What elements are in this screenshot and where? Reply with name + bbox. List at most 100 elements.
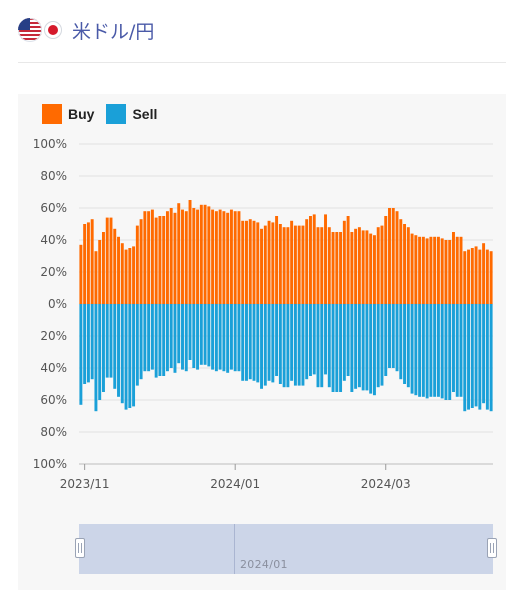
sell-bar xyxy=(463,304,467,412)
sell-bar xyxy=(86,304,90,383)
buy-bar xyxy=(237,211,241,304)
sell-bar xyxy=(192,304,196,368)
buy-bar xyxy=(342,220,346,304)
zoom-range-label: 2024/01 xyxy=(240,558,288,571)
chart-legend: Buy Sell xyxy=(42,104,169,124)
buy-bar xyxy=(271,222,275,304)
buy-bar xyxy=(192,208,196,304)
buy-bar xyxy=(267,220,271,304)
buy-bar xyxy=(173,212,177,304)
sell-bar xyxy=(94,304,98,412)
buy-bar xyxy=(395,211,399,304)
sell-bar xyxy=(218,304,222,370)
y-tick-label: 80% xyxy=(40,169,67,183)
sell-bar xyxy=(98,304,102,400)
y-tick-label: 100% xyxy=(33,137,67,151)
buy-bar xyxy=(478,249,482,304)
buy-bar xyxy=(376,227,380,304)
pair-header: 米ドル/円 xyxy=(18,14,154,46)
sell-bar xyxy=(132,304,136,407)
buy-bar xyxy=(418,236,422,304)
sell-bar xyxy=(83,304,87,384)
buy-bar xyxy=(165,211,169,304)
sell-bar xyxy=(181,304,184,370)
buy-bar xyxy=(365,230,369,304)
sell-bar xyxy=(380,304,384,386)
sell-bar xyxy=(297,304,301,386)
sell-bar xyxy=(154,304,158,378)
sell-bar xyxy=(135,304,139,386)
buy-bar xyxy=(245,220,248,304)
legend-swatch-buy xyxy=(42,104,62,124)
buy-bar xyxy=(293,225,297,304)
sell-bar xyxy=(361,304,365,391)
buy-bar xyxy=(214,211,218,304)
buy-bar xyxy=(384,216,388,304)
buy-bar xyxy=(463,251,467,304)
buy-bar xyxy=(94,251,98,304)
buy-bar xyxy=(222,211,226,304)
y-tick-label: 100% xyxy=(33,457,67,471)
sell-bar xyxy=(327,304,331,388)
sell-bar xyxy=(293,304,297,386)
sell-bar xyxy=(222,304,226,372)
sell-bar xyxy=(316,304,320,388)
sell-bar xyxy=(421,304,425,397)
buy-bar xyxy=(109,217,113,304)
legend-item-buy[interactable]: Buy xyxy=(42,104,94,124)
legend-swatch-sell xyxy=(106,104,127,124)
buy-bar xyxy=(105,217,109,304)
buy-bar xyxy=(286,227,290,304)
sell-bar xyxy=(211,304,215,370)
buy-bar xyxy=(177,203,181,304)
y-tick-label: 20% xyxy=(40,265,67,279)
buy-bar xyxy=(320,227,324,304)
buy-bar xyxy=(350,232,354,304)
sell-bar xyxy=(203,304,207,365)
zoom-range-slider[interactable]: 2024/01 xyxy=(75,524,497,574)
sell-bar xyxy=(226,304,230,373)
buy-bar xyxy=(467,249,471,304)
buy-bar xyxy=(316,227,320,304)
sell-bar xyxy=(308,304,312,376)
buy-bar xyxy=(282,227,286,304)
sell-bar xyxy=(101,304,105,392)
buy-bar xyxy=(233,211,237,304)
buy-bar xyxy=(86,222,90,304)
sell-bar xyxy=(414,304,418,396)
buy-bar xyxy=(297,225,301,304)
sell-bar xyxy=(188,304,192,360)
sell-bar xyxy=(150,304,154,370)
buy-bar xyxy=(448,240,452,304)
sell-bar xyxy=(263,304,267,386)
y-tick-label: 20% xyxy=(40,329,67,343)
buy-bar xyxy=(101,232,105,304)
sell-bar xyxy=(267,304,271,381)
sell-bar xyxy=(143,304,147,372)
zoom-handle-left[interactable] xyxy=(75,538,85,558)
sell-bar xyxy=(429,304,433,397)
x-tick-label: 2023/11 xyxy=(60,477,110,491)
legend-item-sell[interactable]: Sell xyxy=(106,104,157,124)
sell-bar xyxy=(196,304,200,370)
sell-bar xyxy=(436,304,440,397)
sell-bar xyxy=(335,304,339,392)
sell-bar xyxy=(395,304,399,372)
sell-bar xyxy=(399,304,403,380)
buy-bar xyxy=(324,214,327,304)
buy-bar xyxy=(98,240,102,304)
sell-bar xyxy=(158,304,162,376)
buy-bar xyxy=(414,235,418,304)
sell-bar xyxy=(369,304,373,394)
sell-bar xyxy=(233,304,237,372)
buy-bar xyxy=(135,225,139,304)
zoom-handle-right[interactable] xyxy=(487,538,497,558)
buy-bar xyxy=(429,236,433,304)
buy-bar xyxy=(275,216,279,304)
buy-bar xyxy=(203,204,207,304)
buy-bar xyxy=(263,225,267,304)
buy-bar xyxy=(256,222,260,304)
buy-bar xyxy=(489,251,493,304)
buy-bar xyxy=(229,209,233,304)
buy-bar xyxy=(132,246,136,304)
